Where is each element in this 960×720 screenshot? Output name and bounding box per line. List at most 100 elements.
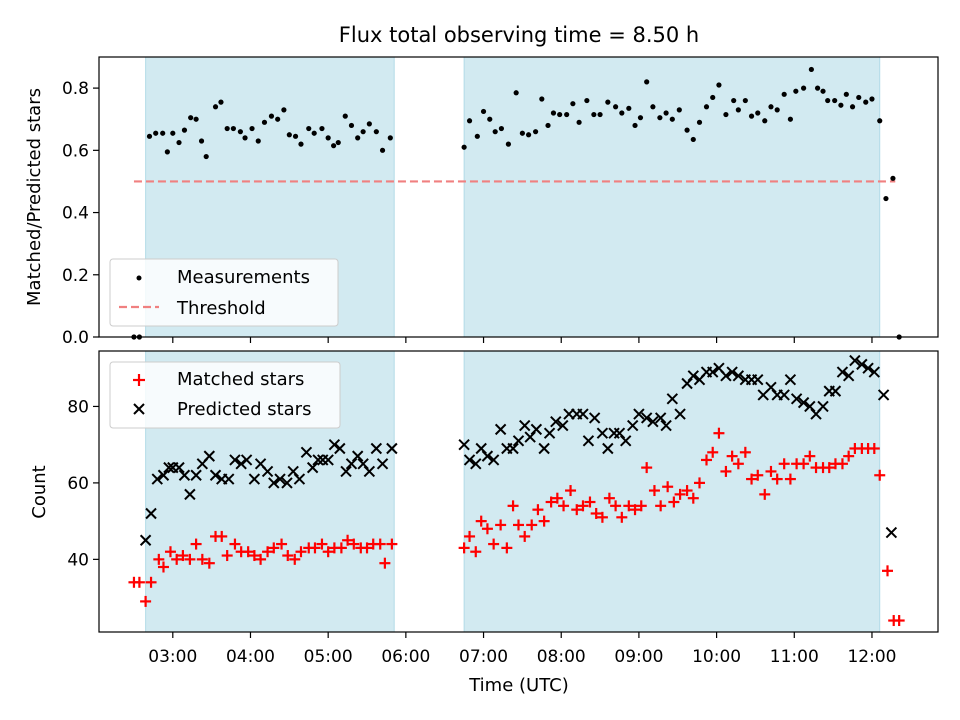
predicted-star-point [190,469,202,481]
y-tick-label: 0.6 [62,141,89,161]
measurement-point [237,129,243,135]
cross-stroke [713,362,725,374]
cross-stroke [524,431,536,443]
cross-stroke [666,393,679,405]
matched-star-point [526,519,538,531]
cross-stroke [530,423,543,436]
top-x-ticks [172,337,873,343]
cross-stroke [654,412,667,424]
cross-stroke [357,458,369,470]
measurement-point [774,107,780,113]
matched-star-points [128,427,905,627]
measurement-point [619,110,625,116]
measurement-point [268,113,275,119]
matched-star-point [488,538,500,550]
predicted-star-point [173,461,185,474]
cross-stroke [647,416,659,428]
measurement-point [832,97,838,104]
cross-stroke [582,435,595,447]
predicted-star-point [543,427,556,439]
cross-stroke [868,366,881,378]
predicted-star-point [281,477,293,489]
predicted-star-point [602,442,614,455]
matched-star-point [635,500,647,512]
matched-star-point [778,458,790,470]
cross-stroke [752,373,764,386]
cross-stroke [494,423,507,436]
cross-stroke [602,442,614,455]
cross-stroke [836,366,849,378]
matched-star-point [545,496,557,508]
measurement-point [319,125,325,132]
predicted-star-point [470,458,482,470]
cross-stroke [804,400,816,413]
predicted-star-point [463,454,476,466]
matched-star-point [316,538,328,550]
predicted-star-point [519,419,531,432]
measurement-point [360,129,366,135]
cross-stroke [306,461,319,474]
predicted-star-point [868,366,881,378]
predicted-star-points [139,354,898,546]
matched-star-point [681,485,693,497]
predicted-star-point [261,465,274,478]
predicted-star-point [687,370,699,382]
predicted-star-point [512,435,525,447]
cross-stroke [470,458,482,470]
predicted-star-point [836,366,849,378]
measurement-point [696,119,703,125]
measurement-point [550,110,557,116]
matched-star-point [268,542,280,554]
measurement-point [676,107,682,113]
measurement-point [644,79,650,85]
measurement-point [657,115,663,121]
top-y-ticks: 0.0 0.2 0.4 0.6 0.8 [62,79,99,348]
matched-star-point [532,504,544,516]
measurement-point [755,110,761,116]
bottom-axes-frame [98,350,939,633]
predicted-star-point [151,473,163,485]
matched-star-point [558,500,570,512]
y-tick-label: 80 [67,397,89,417]
matched-star-point [893,615,905,627]
matched-star-point [610,500,622,512]
observing-window-band [463,350,881,633]
measurement-point [716,82,722,88]
cross-stroke [322,454,334,466]
predicted-star-point [322,454,334,466]
matched-star-point [203,557,215,569]
predicted-star-point [139,534,152,546]
matched-star-point [495,519,507,531]
predicted-legend-marker [133,403,145,415]
matched-star-point [282,550,294,562]
matched-star-point [687,492,699,504]
measurement-point [492,129,498,135]
cross-stroke [281,477,293,489]
predicted-star-point [235,458,247,470]
measurement-point [890,175,896,181]
bottom-x-ticks: 03:00 04:00 05:00 06:00 07:00 08:00 09:00 10:00… [148,632,896,667]
predicted-star-point [287,465,299,478]
matched-star-point [475,515,487,527]
cross-stroke [363,465,376,478]
predicted-star-point [557,419,569,432]
measurement-point [379,147,386,153]
cross-stroke [626,419,639,432]
predicted-star-point [178,469,191,481]
matched-star-point [470,546,482,558]
count-panel: 40 60 80 03:00 04:00 05:00 06:00 07:00 08:00 09:… [29,350,939,696]
cross-stroke [543,427,556,439]
matched-star-point [700,454,712,466]
cross-stroke [235,458,247,470]
cross-stroke [458,438,470,451]
measurement-point [188,115,194,121]
predicted-star-point [163,461,175,474]
measurement-point [632,122,638,129]
predicted-star-point [481,450,494,462]
measurement-point [198,138,205,144]
measurement-point [348,122,355,129]
cross-stroke [376,458,389,470]
predicted-star-point [804,400,816,413]
matched-star-point [458,542,470,554]
